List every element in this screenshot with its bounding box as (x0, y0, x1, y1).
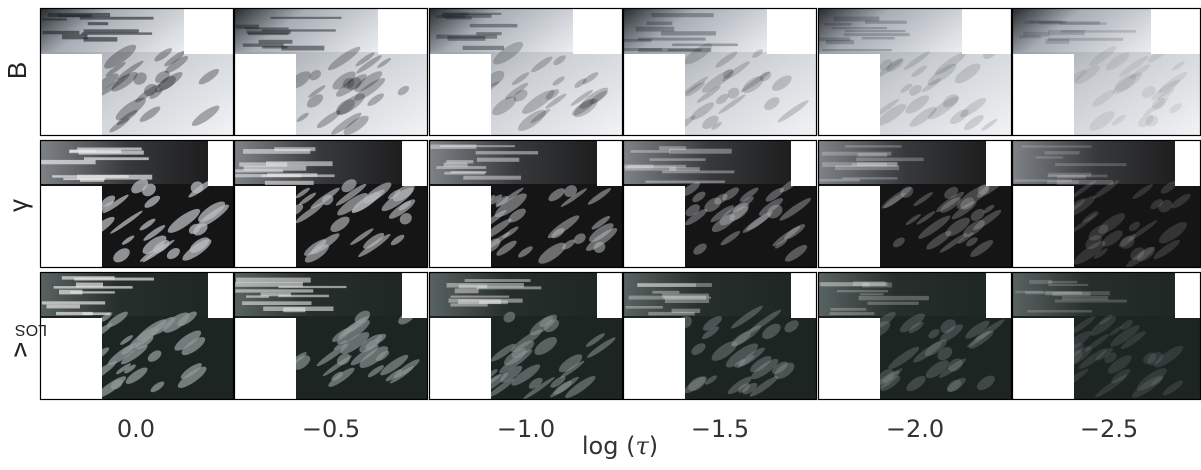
mask-top-right (208, 272, 234, 318)
mask-top-right (402, 272, 428, 318)
map-panel-gamma-4 (817, 139, 1013, 269)
map-panel-gamma-3 (622, 139, 818, 269)
map-panel-gamma-1 (233, 139, 429, 269)
map-panel-b-0 (39, 7, 235, 137)
mask-top-right (597, 140, 623, 186)
map-panel-vlos-5 (1011, 271, 1201, 401)
mask-top-right (1175, 140, 1201, 186)
mask-top-right (1175, 272, 1201, 318)
mask-bottom-left (1012, 186, 1074, 268)
map-panel-gamma-5 (1011, 139, 1201, 269)
column-label-4: −2.0 (885, 415, 945, 443)
mask-top-right (597, 272, 623, 318)
mask-top-right (791, 140, 817, 186)
mask-top-right (986, 140, 1012, 186)
mask-bottom-left (234, 318, 296, 400)
mask-top-right (378, 8, 428, 54)
map-panel-vlos-0 (39, 271, 235, 401)
map-panel-vlos-3 (622, 271, 818, 401)
row-label-gamma: γ (2, 199, 33, 212)
mask-bottom-left (623, 54, 685, 136)
mask-bottom-left (429, 186, 491, 268)
column-label-5: −2.5 (1079, 415, 1139, 443)
mask-bottom-left (429, 54, 491, 136)
mask-top-right (573, 8, 623, 54)
mask-top-right (962, 8, 1012, 54)
mask-bottom-left (1012, 54, 1074, 136)
mask-bottom-left (1012, 318, 1074, 400)
column-label-1: −0.5 (301, 415, 361, 443)
mask-top-right (1151, 8, 1201, 54)
mask-top-right (791, 272, 817, 318)
mask-bottom-left (40, 318, 102, 400)
mask-top-right (767, 8, 817, 54)
row-label-vlos: vLOS (14, 321, 48, 368)
map-panel-b-1 (233, 7, 429, 137)
map-panel-b-2 (428, 7, 624, 137)
mask-bottom-left (623, 186, 685, 268)
mask-top-right (184, 8, 234, 54)
column-label-0: 0.0 (116, 415, 156, 443)
row-label-b: B (2, 61, 33, 80)
column-label-2: −1.0 (496, 415, 556, 443)
map-panel-gamma-0 (39, 139, 235, 269)
mask-bottom-left (818, 186, 880, 268)
map-panel-b-5 (1011, 7, 1201, 137)
x-axis-title: log (τ) (581, 432, 659, 460)
mask-bottom-left (40, 186, 102, 268)
mask-bottom-left (623, 318, 685, 400)
mask-bottom-left (818, 318, 880, 400)
map-panel-b-3 (622, 7, 818, 137)
mask-bottom-left (234, 186, 296, 268)
mask-bottom-left (818, 54, 880, 136)
mask-top-right (402, 140, 428, 186)
column-label-3: −1.5 (690, 415, 750, 443)
mask-bottom-left (40, 54, 102, 136)
mask-bottom-left (429, 318, 491, 400)
map-panel-gamma-2 (428, 139, 624, 269)
mask-bottom-left (234, 54, 296, 136)
mask-top-right (208, 140, 234, 186)
map-panel-vlos-2 (428, 271, 624, 401)
map-panel-vlos-1 (233, 271, 429, 401)
map-panel-vlos-4 (817, 271, 1013, 401)
mask-top-right (986, 272, 1012, 318)
map-panel-b-4 (817, 7, 1013, 137)
